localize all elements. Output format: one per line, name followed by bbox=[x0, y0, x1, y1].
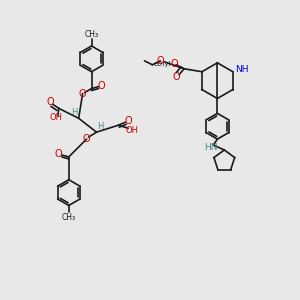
Text: H: H bbox=[71, 108, 78, 117]
Text: O: O bbox=[46, 98, 54, 107]
Text: ethyl: ethyl bbox=[154, 61, 171, 67]
Text: CH₃: CH₃ bbox=[62, 213, 76, 222]
Text: HN: HN bbox=[204, 142, 217, 152]
Text: O: O bbox=[124, 116, 132, 126]
Text: OH: OH bbox=[50, 113, 62, 122]
Text: O: O bbox=[98, 81, 105, 91]
Text: O: O bbox=[170, 59, 178, 69]
Text: O: O bbox=[172, 72, 180, 82]
Text: O: O bbox=[83, 134, 90, 144]
Text: H: H bbox=[97, 122, 104, 131]
Text: O: O bbox=[79, 88, 86, 98]
Text: O: O bbox=[54, 149, 62, 159]
Text: OH: OH bbox=[126, 126, 139, 135]
Text: CH₃: CH₃ bbox=[85, 30, 99, 39]
Text: NH: NH bbox=[235, 65, 248, 74]
Text: O: O bbox=[157, 56, 164, 66]
